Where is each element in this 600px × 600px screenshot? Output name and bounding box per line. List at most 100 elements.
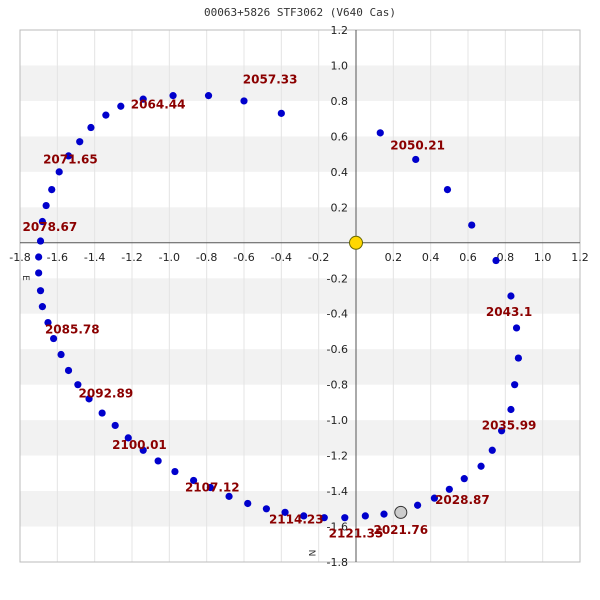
- orbit-point: [262, 505, 270, 513]
- orbit-point: [206, 483, 214, 492]
- orbit-point: [511, 381, 519, 389]
- grid-band: [20, 278, 580, 314]
- x-tick-label: 0.2: [385, 251, 403, 264]
- x-tick-labels: -1.8 -1.6 -1.4 -1.2 -1.0 -0.8 -0.6 -0.4 -0.2 0.2 0…: [9, 251, 588, 264]
- orbit-point: [117, 102, 125, 110]
- orbit-point: [169, 92, 177, 100]
- epoch-label: 2107.12: [185, 481, 240, 495]
- x-tick-label: 1.2: [571, 251, 589, 264]
- orbit-point: [244, 499, 252, 508]
- orbit-point: [492, 256, 500, 265]
- orbit-point: [430, 494, 438, 502]
- orbit-point: [445, 485, 453, 493]
- x-tick-label: -0.4: [271, 251, 292, 264]
- epoch-label: 2071.65: [43, 152, 98, 166]
- y-tick-label: -0.8: [327, 379, 348, 392]
- orbit-point: [171, 467, 179, 476]
- orbit-point: [477, 462, 485, 470]
- epoch-label: 2057.33: [243, 73, 298, 87]
- orbit-point: [190, 476, 198, 485]
- orbit-point: [50, 334, 58, 343]
- grid-band: [20, 491, 580, 527]
- orbit-point: [74, 381, 82, 389]
- orbit-point: [376, 129, 384, 137]
- x-tick-label: 0.4: [422, 251, 440, 264]
- orbit-point: [488, 446, 496, 454]
- epoch-label: 2114.23: [269, 512, 324, 526]
- y-tick-label: 0.6: [331, 130, 349, 143]
- current-position-marker: [394, 505, 408, 519]
- y-tick-labels: 1.2 1.0 0.8 0.6 0.4 0.2 -0.2 -0.4 -0.6 -0.8 -1.0 -1…: [327, 24, 348, 569]
- north-label: N: [306, 550, 316, 557]
- epoch-label: 2085.78: [45, 323, 100, 337]
- orbit-point: [225, 492, 233, 500]
- orbit-point: [64, 152, 73, 160]
- x-tick-label: 1.0: [534, 251, 552, 264]
- epoch-label: 2035.99: [482, 418, 537, 432]
- primary-star-marker: [349, 235, 363, 250]
- orbit-point: [124, 434, 132, 442]
- orbit-point: [111, 421, 119, 430]
- orbit-point: [412, 155, 420, 164]
- orbit-point: [380, 510, 388, 518]
- orbit-point: [85, 395, 93, 403]
- orbit-point: [468, 221, 476, 229]
- east-label: E: [20, 275, 30, 281]
- orbit-point: [64, 366, 73, 375]
- epoch-label: 2092.89: [79, 387, 134, 401]
- orbit-point: [507, 292, 515, 300]
- orbit-point: [361, 512, 369, 520]
- orbit-point: [98, 409, 106, 417]
- y-tick-label: 1.0: [331, 59, 349, 72]
- epoch-label: 2100.01: [112, 438, 167, 452]
- epoch-label: 2064.44: [131, 97, 186, 111]
- x-tick-label: -0.2: [308, 251, 329, 264]
- position-markers: [349, 235, 408, 519]
- orbit-point: [460, 475, 468, 483]
- orbit-point: [154, 457, 162, 465]
- y-tick-label: -0.2: [327, 272, 348, 285]
- orbit-point: [76, 138, 84, 146]
- y-tick-label: 0.2: [331, 201, 349, 214]
- orbit-point: [87, 123, 95, 132]
- y-tick-label: -1.2: [327, 450, 348, 463]
- y-tick-label: -1.8: [327, 556, 348, 569]
- orbit-point: [204, 92, 213, 100]
- epoch-label: 2050.21: [390, 138, 445, 152]
- orbit-point: [414, 501, 422, 509]
- y-tick-label: 0.8: [331, 95, 349, 108]
- orbit-point: [48, 186, 56, 194]
- orbit-point: [44, 319, 52, 327]
- grid-band: [20, 349, 580, 385]
- orbit-points: [35, 92, 523, 522]
- x-tick-label: 0.8: [497, 251, 515, 264]
- orbit-point: [55, 168, 63, 176]
- epoch-label: 2028.87: [435, 493, 490, 507]
- grid-band: [20, 65, 580, 101]
- chart-title: 00063+5826 STF3062 (V640 Cas): [204, 6, 396, 19]
- orbit-point: [512, 324, 521, 332]
- epoch-label: 2021.76: [373, 523, 428, 537]
- x-tick-label: -1.8: [9, 251, 30, 264]
- background-bands: [20, 65, 580, 527]
- plot-frame: [19, 29, 581, 563]
- orbit-point: [240, 97, 248, 105]
- epoch-label: 2043.1: [486, 305, 532, 319]
- orbit-point: [300, 512, 308, 520]
- orbit-point: [281, 508, 289, 516]
- x-tick-label: -0.6: [233, 251, 254, 264]
- orbit-point: [102, 111, 110, 119]
- orbit-point: [277, 109, 285, 117]
- x-tick-label: 0.6: [459, 251, 477, 264]
- y-tick-label: -1.0: [327, 414, 348, 427]
- grid-band: [20, 207, 580, 243]
- y-tick-label: -1.4: [327, 485, 348, 498]
- orbit-point: [498, 427, 506, 435]
- orbit-point: [341, 514, 349, 522]
- orbit-point: [507, 405, 515, 414]
- epoch-label: 2078.67: [23, 220, 78, 234]
- orbit-point: [36, 287, 45, 295]
- x-tick-label: -1.2: [121, 251, 142, 264]
- y-tick-label: -0.6: [327, 343, 348, 356]
